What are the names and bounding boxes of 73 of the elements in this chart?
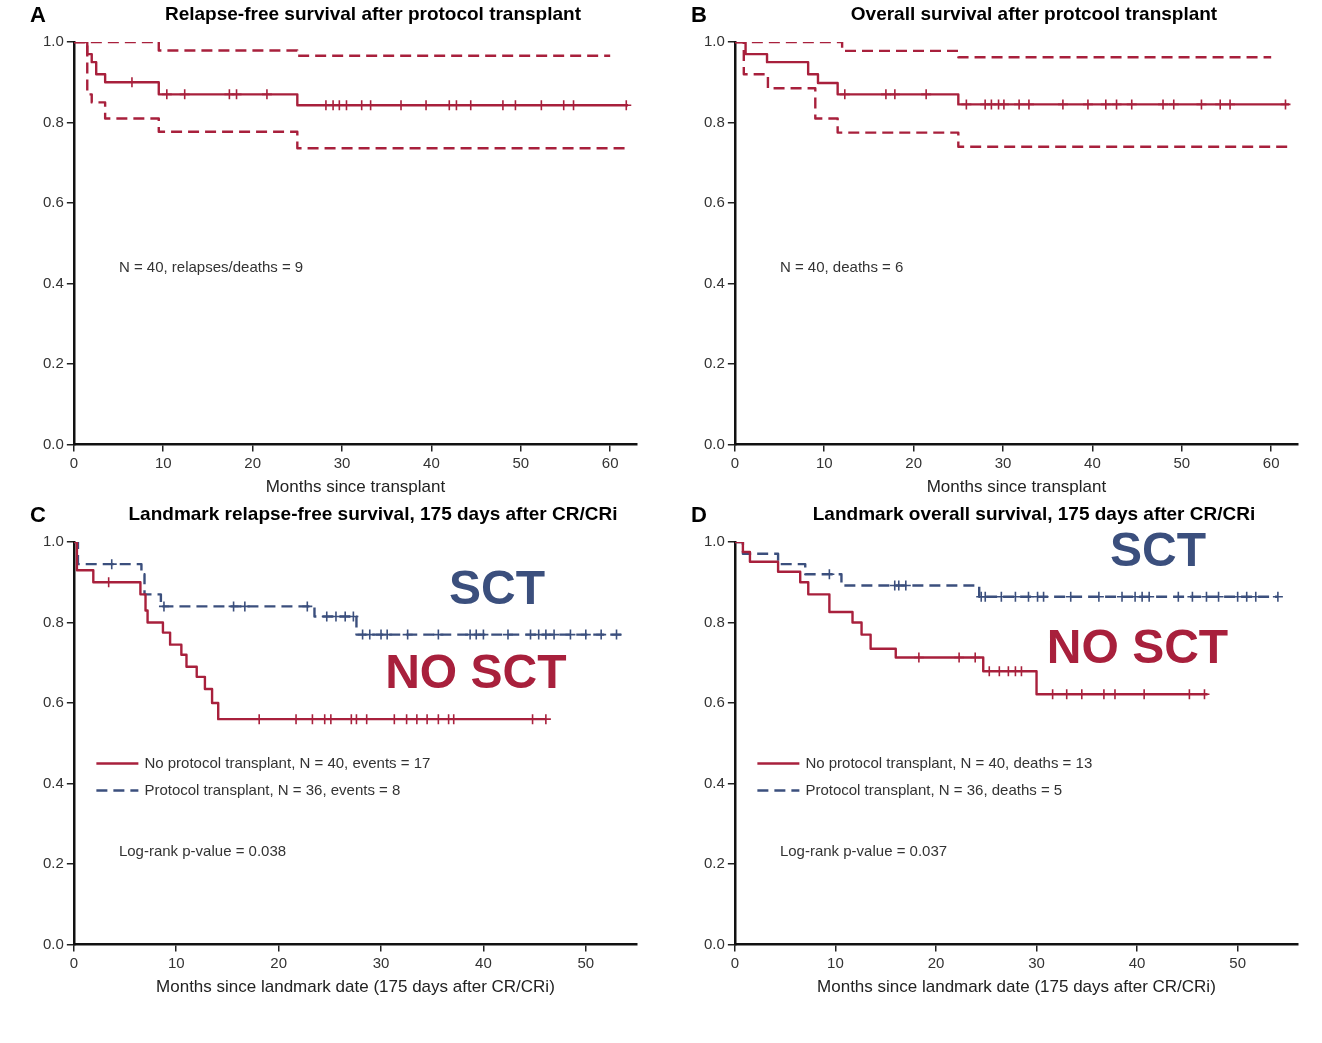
x-tick-label: 0 — [730, 953, 740, 971]
legend-label: Protocol transplant, N = 36, deaths = 5 — [805, 780, 1063, 798]
y-tick-label: 0.4 — [703, 773, 725, 791]
y-tick-label: 0.0 — [703, 934, 725, 952]
legend-label: Protocol transplant, N = 36, events = 8 — [144, 780, 401, 798]
x-tick-label: 20 — [905, 453, 922, 471]
y-tick-label: 0.2 — [703, 354, 725, 372]
x-axis-title: Months since landmark date (175 days after CR/CRi) — [156, 977, 555, 997]
y-tick-label: 1.0 — [42, 32, 64, 50]
text: A — [30, 2, 46, 28]
text: D — [691, 502, 707, 528]
x-tick-label: 0 — [69, 953, 79, 971]
x-tick-label: 40 — [1128, 953, 1146, 971]
annotation: SCT — [449, 560, 545, 614]
legend-label: No protocol transplant, N = 40, deaths = 13 — [805, 753, 1093, 771]
y-tick-label: 1.0 — [703, 32, 725, 50]
y-tick-label: 0.8 — [42, 612, 64, 630]
chart-title: Overall survival after protcool transplant — [849, 2, 1219, 26]
x-tick-label: 10 — [827, 953, 844, 971]
y-tick-label: 0.6 — [703, 193, 725, 211]
x-tick-label: 40 — [475, 953, 492, 971]
y-tick-label: 0.4 — [42, 273, 64, 291]
x-tick-label: 60 — [601, 453, 619, 471]
annotation: Log-rank p-value = 0.038 — [118, 842, 287, 860]
y-tick-label: 0.0 — [42, 434, 64, 452]
annotation: N = 40, relapses/deaths = 9 — [118, 257, 304, 275]
x-axis-title: Months since transplant — [926, 477, 1107, 497]
x-tick-label: 30 — [994, 453, 1012, 471]
y-tick-label: 1.0 — [703, 532, 725, 550]
y-tick-label: 0.2 — [42, 354, 64, 372]
chart-title: Landmark relapse-free survival, 175 days after CR/CRi — [127, 502, 619, 526]
y-tick-label: 0.8 — [703, 112, 725, 130]
x-tick-label: 60 — [1262, 453, 1280, 471]
y-tick-label: 0.0 — [703, 434, 725, 452]
y-tick-label: 0.6 — [42, 693, 64, 711]
x-tick-label: 40 — [1084, 453, 1101, 471]
x-tick-label: 10 — [815, 453, 833, 471]
y-tick-label: 0.6 — [42, 193, 64, 211]
x-tick-label: 40 — [423, 453, 440, 471]
y-tick-label: 0.4 — [42, 773, 64, 791]
y-tick-label: 0.4 — [703, 273, 725, 291]
y-tick-label: 0.0 — [42, 934, 64, 952]
annotation: NO SCT — [385, 645, 567, 699]
x-tick-label: 0 — [730, 453, 740, 471]
chart-title: Landmark overall survival, 175 days after CR/CRi — [811, 502, 1257, 526]
x-tick-label: 10 — [154, 453, 172, 471]
x-tick-label: 0 — [69, 453, 79, 471]
y-tick-label: 0.8 — [703, 612, 725, 630]
x-tick-label: 50 — [1173, 453, 1191, 471]
text: B — [691, 2, 707, 28]
x-tick-label: 30 — [372, 953, 390, 971]
x-tick-label: 20 — [270, 953, 287, 971]
x-tick-label: 10 — [167, 953, 185, 971]
chart-title: Relapse-free survival after protocol transplant — [164, 2, 582, 26]
y-tick-label: 0.6 — [703, 693, 725, 711]
x-tick-label: 20 — [244, 453, 261, 471]
annotation: N = 40, deaths = 6 — [779, 257, 904, 275]
x-tick-label: 30 — [1028, 953, 1045, 971]
y-tick-label: 0.2 — [42, 854, 64, 872]
x-tick-label: 30 — [333, 453, 351, 471]
legend-label: No protocol transplant, N = 40, events = 17 — [144, 753, 431, 771]
x-axis-title: Months since transplant — [265, 477, 446, 497]
x-tick-label: 50 — [512, 453, 530, 471]
x-tick-label: 20 — [927, 953, 945, 971]
y-tick-label: 1.0 — [42, 532, 64, 550]
y-tick-label: 0.8 — [42, 112, 64, 130]
x-tick-label: 50 — [1229, 953, 1247, 971]
text: C — [30, 502, 46, 528]
x-axis-title: Months since landmark date (175 days after CR/CRi) — [817, 977, 1216, 997]
annotation: Log-rank p-value = 0.037 — [779, 842, 948, 860]
x-tick-label: 50 — [577, 953, 595, 971]
annotation: NO SCT — [1046, 620, 1229, 674]
y-tick-label: 0.2 — [703, 854, 725, 872]
